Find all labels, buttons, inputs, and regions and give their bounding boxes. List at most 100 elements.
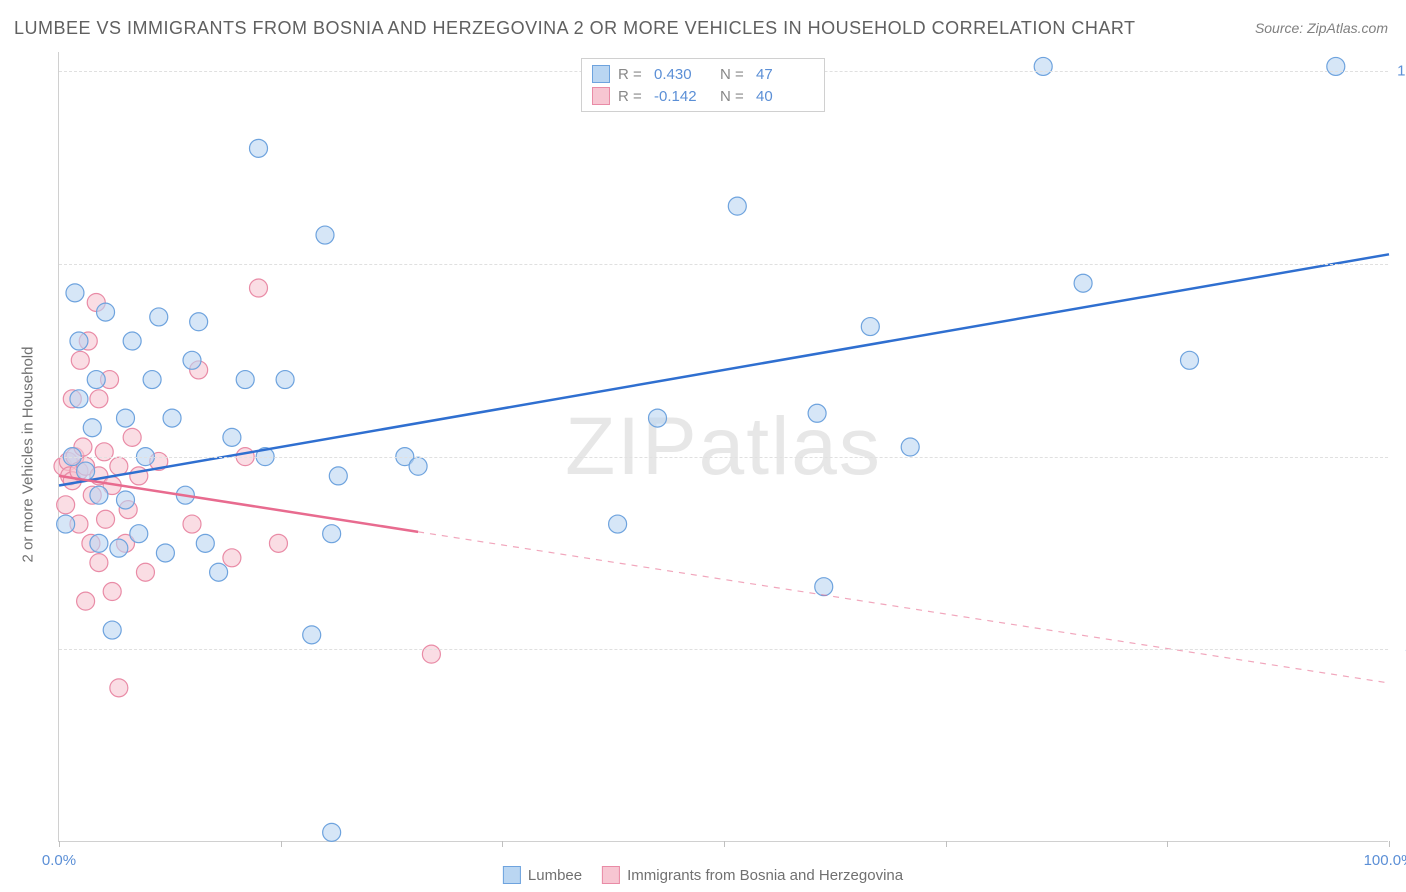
lumbee-swatch-icon	[592, 65, 610, 83]
data-point	[316, 226, 334, 244]
r-label: R =	[618, 66, 646, 83]
data-point	[95, 443, 113, 461]
y-tick-label: 80.0%	[1393, 255, 1406, 272]
correlation-legend: R = 0.430 N = 47 R = -0.142 N = 40	[581, 58, 825, 112]
data-point	[110, 457, 128, 475]
data-point	[87, 371, 105, 389]
data-point	[1181, 351, 1199, 369]
data-point	[303, 626, 321, 644]
legend-item: Lumbee	[503, 866, 582, 884]
data-point	[77, 462, 95, 480]
y-tick-label: 100.0%	[1393, 63, 1406, 80]
data-point	[276, 371, 294, 389]
y-axis-label: 2 or more Vehicles in Household	[20, 347, 37, 563]
data-point	[70, 332, 88, 350]
x-tick-label: 100.0%	[1364, 852, 1406, 869]
x-tick-mark	[502, 841, 503, 847]
data-point	[90, 554, 108, 572]
data-point	[609, 515, 627, 533]
data-point	[136, 563, 154, 581]
data-point	[143, 371, 161, 389]
data-point	[123, 428, 141, 446]
data-point	[117, 409, 135, 427]
bosnia-swatch-icon	[592, 87, 610, 105]
data-point	[71, 351, 89, 369]
data-point	[323, 525, 341, 543]
chart-title: LUMBEE VS IMMIGRANTS FROM BOSNIA AND HER…	[14, 18, 1136, 39]
data-point	[210, 563, 228, 581]
n-label: N =	[720, 88, 748, 105]
legend-item: Immigrants from Bosnia and Herzegovina	[602, 866, 903, 884]
data-point	[90, 390, 108, 408]
source-attribution: Source: ZipAtlas.com	[1255, 20, 1388, 36]
data-point	[808, 404, 826, 422]
legend-row-bosnia: R = -0.142 N = 40	[592, 85, 814, 107]
data-point	[223, 549, 241, 567]
data-point	[66, 284, 84, 302]
x-tick-label: 0.0%	[42, 852, 76, 869]
r-label: R =	[618, 88, 646, 105]
legend-row-lumbee: R = 0.430 N = 47	[592, 63, 814, 85]
x-tick-mark	[59, 841, 60, 847]
data-point	[323, 823, 341, 841]
data-point	[110, 679, 128, 697]
scatter-plot-svg	[59, 52, 1388, 841]
y-tick-label: 40.0%	[1393, 641, 1406, 658]
legend-label: Immigrants from Bosnia and Herzegovina	[627, 867, 903, 884]
grid-line	[59, 649, 1388, 650]
data-point	[150, 308, 168, 326]
chart-container: LUMBEE VS IMMIGRANTS FROM BOSNIA AND HER…	[0, 0, 1406, 892]
data-point	[117, 491, 135, 509]
data-point	[70, 390, 88, 408]
data-point	[422, 645, 440, 663]
data-point	[90, 534, 108, 552]
x-tick-mark	[1167, 841, 1168, 847]
x-tick-mark	[724, 841, 725, 847]
bosnia-r-value: -0.142	[654, 88, 712, 105]
data-point	[123, 332, 141, 350]
data-point	[250, 279, 268, 297]
data-point	[409, 457, 427, 475]
data-point	[1034, 57, 1052, 75]
data-point	[90, 486, 108, 504]
plot-area: ZIPatlas 40.0%60.0%80.0%100.0%0.0%100.0%	[58, 52, 1388, 842]
data-point	[236, 371, 254, 389]
n-label: N =	[720, 66, 748, 83]
data-point	[57, 515, 75, 533]
legend-swatch-icon	[602, 866, 620, 884]
data-point	[250, 139, 268, 157]
trend-line-dashed	[418, 532, 1389, 683]
data-point	[815, 578, 833, 596]
data-point	[196, 534, 214, 552]
data-point	[156, 544, 174, 562]
data-point	[329, 467, 347, 485]
data-point	[183, 515, 201, 533]
data-point	[183, 351, 201, 369]
data-point	[190, 313, 208, 331]
data-point	[97, 510, 115, 528]
data-point	[77, 592, 95, 610]
x-tick-mark	[281, 841, 282, 847]
data-point	[269, 534, 287, 552]
x-tick-mark	[946, 841, 947, 847]
data-point	[1327, 57, 1345, 75]
lumbee-n-value: 47	[756, 66, 814, 83]
grid-line	[59, 457, 1388, 458]
data-point	[1074, 274, 1092, 292]
data-point	[163, 409, 181, 427]
y-tick-label: 60.0%	[1393, 448, 1406, 465]
data-point	[97, 303, 115, 321]
data-point	[110, 539, 128, 557]
series-legend: Lumbee Immigrants from Bosnia and Herzego…	[503, 866, 903, 884]
data-point	[223, 428, 241, 446]
legend-label: Lumbee	[528, 867, 582, 884]
x-tick-mark	[1389, 841, 1390, 847]
legend-swatch-icon	[503, 866, 521, 884]
data-point	[83, 419, 101, 437]
data-point	[103, 583, 121, 601]
data-point	[130, 525, 148, 543]
data-point	[103, 621, 121, 639]
data-point	[649, 409, 667, 427]
grid-line	[59, 264, 1388, 265]
lumbee-r-value: 0.430	[654, 66, 712, 83]
